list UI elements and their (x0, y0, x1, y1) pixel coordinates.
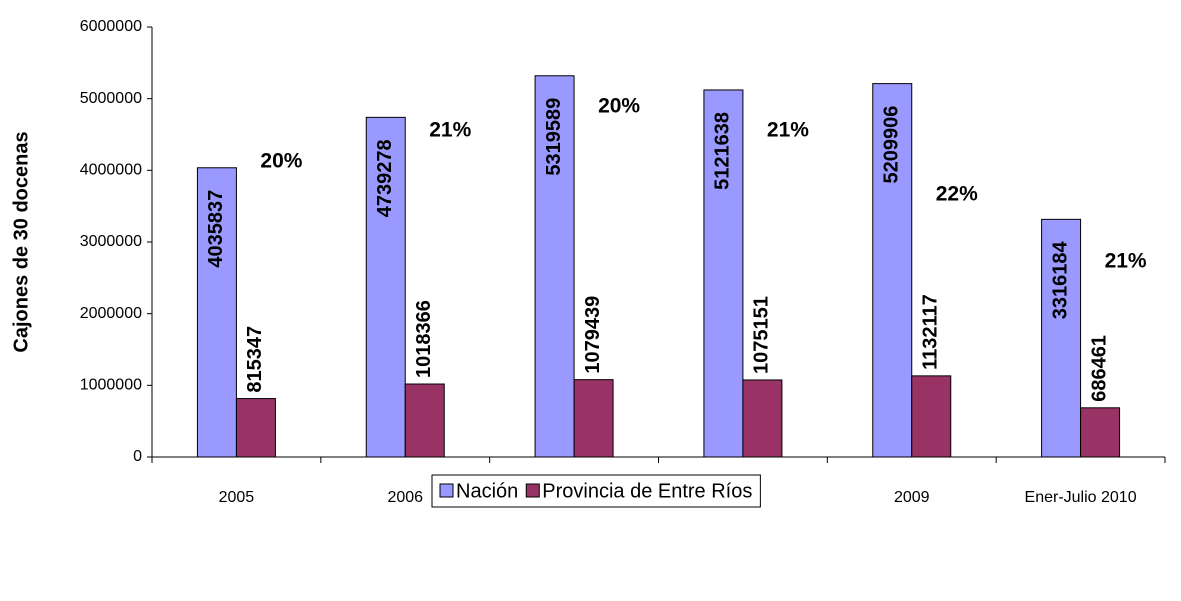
bar (196, 167, 237, 458)
value-label: 1075151 (751, 296, 773, 374)
bar (1080, 407, 1121, 458)
y-tick-label: 6000000 (80, 18, 142, 35)
x-tick-label: 2009 (894, 489, 930, 506)
bar (1041, 218, 1082, 458)
value-label: 1079439 (582, 296, 604, 374)
bar (911, 375, 952, 458)
legend-label: Nación (456, 480, 518, 502)
bar (573, 379, 614, 458)
bar (742, 379, 783, 458)
annotation: 21% (767, 119, 809, 142)
bar (235, 398, 276, 458)
legend-swatch (439, 483, 454, 498)
annotation: 22% (936, 183, 978, 206)
value-label: 3316184 (1049, 240, 1071, 319)
x-tick-label: 2005 (219, 489, 255, 506)
bar (872, 83, 913, 458)
annotation: 21% (1105, 250, 1147, 273)
bar (365, 116, 406, 458)
y-axis-title: Cajones de 30 docenas (10, 131, 32, 352)
value-label: 686461 (1088, 335, 1110, 402)
y-tick-label: 2000000 (80, 305, 142, 322)
y-tick-label: 4000000 (80, 162, 142, 179)
annotation: 20% (260, 150, 302, 173)
value-label: 1132117 (920, 294, 942, 370)
legend-swatch (525, 483, 540, 498)
y-tick-label: 0 (133, 448, 142, 465)
y-tick-label: 5000000 (80, 90, 142, 107)
annotation: 20% (598, 95, 640, 118)
x-tick-label: Ener-Julio 2010 (1025, 489, 1137, 506)
value-label: 5319589 (543, 98, 565, 176)
value-label: 815347 (244, 326, 266, 393)
value-label: 1018366 (413, 300, 435, 378)
y-tick-label: 3000000 (80, 233, 142, 250)
annotation: 21% (429, 119, 471, 142)
x-tick-label: 2006 (387, 489, 423, 506)
value-label: 5121638 (712, 112, 734, 190)
bar (703, 89, 744, 458)
legend-box (431, 474, 761, 508)
bar (404, 383, 445, 458)
value-label: 4739278 (374, 139, 396, 217)
bar (534, 75, 575, 458)
legend-label: Provincia de Entre Ríos (542, 480, 752, 502)
value-label: 4035837 (205, 190, 227, 268)
value-label: 5209906 (881, 106, 903, 184)
y-tick-label: 1000000 (80, 377, 142, 394)
